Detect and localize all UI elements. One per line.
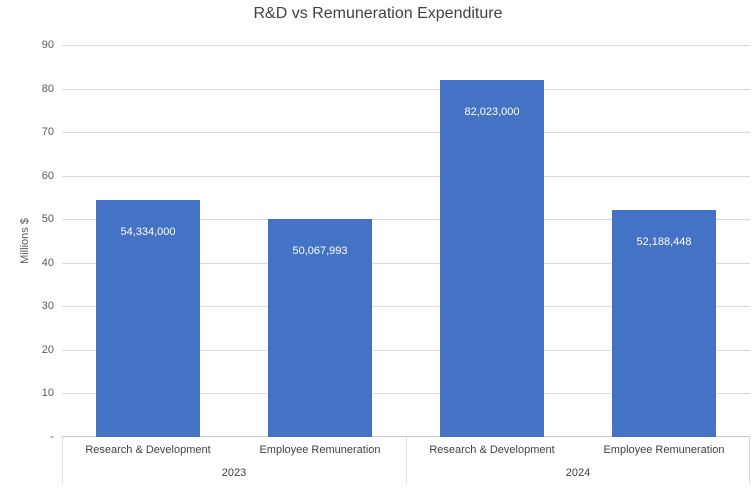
bar-data-label: 54,334,000 (120, 226, 176, 239)
category-label: Employee Remuneration (603, 444, 725, 456)
gridline (62, 306, 750, 308)
gridline (62, 393, 750, 395)
y-tick-label: 70 (41, 126, 54, 139)
bar-employee-remuneration: 52,188,448 (612, 209, 716, 437)
y-tick-label: 10 (41, 387, 54, 400)
y-tick-label: 90 (41, 39, 54, 51)
gridline (62, 175, 750, 177)
x-axis-line (62, 436, 750, 437)
y-tick-label: 80 (41, 82, 54, 95)
axis-divider (406, 437, 407, 483)
axis-divider (62, 437, 63, 483)
gridline (62, 88, 750, 90)
y-tick-label: 60 (41, 169, 54, 182)
bar-employee-remuneration: 50,067,993 (268, 218, 372, 437)
y-tick-label: 20 (41, 343, 54, 356)
axis-divider (749, 437, 750, 483)
y-tick-label: 40 (41, 256, 54, 269)
bar-research-development: 54,334,000 (96, 200, 200, 437)
group-label-2023: 2023 (221, 467, 247, 479)
category-label: Research & Development (429, 444, 555, 456)
plot-area: 54,334,000 50,067,993 82,023,000 52,188,448 (62, 45, 750, 437)
gridline (62, 45, 750, 46)
bar-research-development: 82,023,000 (440, 79, 544, 437)
gridline (62, 132, 750, 134)
bar-data-label: 52,188,448 (636, 235, 692, 248)
chart-title: R&D vs Remuneration Expenditure (253, 5, 503, 22)
bar-data-label: 82,023,000 (464, 105, 520, 118)
category-label: Research & Development (85, 444, 211, 456)
y-tick-label: 30 (41, 300, 54, 313)
bar-data-label: 50,067,993 (292, 244, 348, 257)
gridline (62, 349, 750, 351)
y-tick-label: 50 (41, 213, 54, 226)
category-label: Employee Remuneration (259, 444, 381, 456)
gridline (62, 262, 750, 264)
y-tick-label: - (50, 431, 54, 443)
gridline (62, 219, 750, 221)
group-label-2024: 2024 (565, 467, 591, 479)
